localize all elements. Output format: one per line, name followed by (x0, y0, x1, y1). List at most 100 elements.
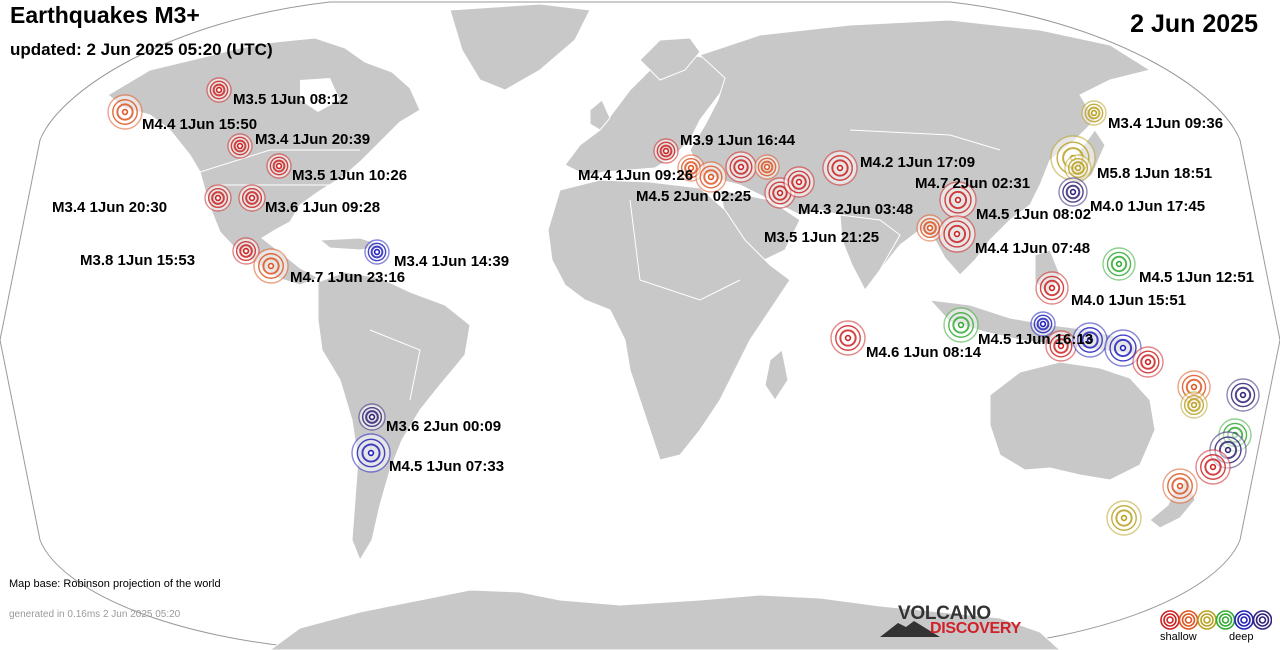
quake-marker[interactable] (266, 153, 292, 179)
quake-marker[interactable] (830, 320, 866, 356)
quake-label[interactable]: M3.9 1Jun 16:44 (680, 132, 796, 149)
quake-marker[interactable] (695, 161, 727, 193)
quake-marker[interactable] (1104, 329, 1142, 367)
quake-marker[interactable] (1072, 322, 1108, 358)
quake-label[interactable]: M4.7 2Jun 02:31 (915, 175, 1030, 192)
quake-label[interactable]: M3.5 1Jun 21:25 (764, 229, 879, 246)
quake-label[interactable]: M3.8 1Jun 15:53 (80, 252, 195, 269)
quake-epicenter (954, 196, 962, 204)
quake-marker[interactable] (1064, 154, 1092, 182)
legend-ring (1163, 613, 1177, 627)
quake-marker[interactable] (232, 237, 260, 265)
quake-label[interactable]: M3.4 1Jun 14:39 (394, 253, 509, 270)
quake-label[interactable]: M3.6 2Jun 00:09 (386, 418, 501, 435)
quake-ring (269, 156, 289, 176)
quake-marker[interactable] (1081, 100, 1107, 126)
quake-marker[interactable] (253, 248, 289, 284)
quake-label[interactable]: M4.4 1Jun 15:50 (142, 116, 257, 133)
quake-marker[interactable] (822, 150, 858, 186)
quake-marker[interactable] (754, 154, 780, 180)
quake-label[interactable]: M3.5 1Jun 10:26 (292, 167, 407, 184)
border-line (369, 329, 421, 401)
quake-marker[interactable] (227, 133, 253, 159)
quake-marker[interactable] (653, 138, 679, 164)
quake-ring (791, 174, 807, 190)
quake-ring (943, 220, 971, 248)
quake-label[interactable]: M5.8 1Jun 18:51 (1097, 165, 1212, 182)
quake-label[interactable]: M4.0 1Jun 15:51 (1071, 292, 1186, 309)
quake-marker[interactable] (364, 239, 390, 265)
quake-marker[interactable] (1106, 500, 1142, 536)
quake-ring (233, 139, 247, 153)
quake-ring (1053, 338, 1069, 354)
quake-marker[interactable] (1180, 391, 1208, 419)
depth-legend (1160, 610, 1272, 630)
quake-marker[interactable] (783, 166, 815, 198)
quake-label[interactable]: M4.5 1Jun 08:02 (976, 206, 1091, 223)
quake-marker[interactable] (1195, 449, 1231, 485)
quake-ring (367, 242, 387, 262)
quake-marker[interactable] (107, 94, 143, 130)
legend-ring (1255, 613, 1270, 627)
quake-label[interactable]: M4.3 2Jun 03:48 (798, 201, 913, 218)
quake-epicenter (236, 142, 244, 150)
quake-marker[interactable] (1030, 311, 1056, 337)
quake-marker[interactable] (725, 151, 757, 183)
quake-marker[interactable] (1132, 346, 1164, 378)
quake-marker[interactable] (1162, 468, 1198, 504)
quake-marker[interactable] (1226, 378, 1260, 412)
quake-marker[interactable] (351, 433, 391, 473)
quake-ring (699, 165, 723, 189)
quake-ring (230, 136, 250, 156)
quake-ring (944, 186, 972, 214)
quake-marker[interactable] (1058, 177, 1088, 207)
quake-marker[interactable] (1102, 247, 1136, 281)
quake-epicenter (267, 262, 275, 270)
quake-marker[interactable] (938, 215, 976, 253)
quake-label[interactable]: M3.5 1Jun 08:12 (233, 91, 348, 108)
quake-label[interactable]: M4.5 2Jun 02:25 (636, 188, 751, 205)
quake-ring (787, 170, 811, 194)
quake-label[interactable]: M4.6 1Jun 08:14 (866, 344, 982, 361)
quake-epicenter (1144, 358, 1152, 366)
land-scandinavia (639, 37, 701, 81)
quake-label[interactable]: M4.7 1Jun 23:16 (290, 269, 405, 286)
quake-marker[interactable] (943, 307, 979, 343)
land-uk (589, 99, 611, 131)
quake-ring (948, 312, 974, 338)
quake-label[interactable]: M4.5 1Jun 12:51 (1139, 269, 1254, 286)
quake-epicenter (1190, 383, 1198, 391)
quake-ring (1087, 106, 1101, 120)
quake-marker[interactable] (204, 184, 232, 212)
quake-label[interactable]: M3.6 1Jun 09:28 (265, 199, 380, 216)
legend-ring (1258, 616, 1267, 624)
quake-epicenter (737, 163, 745, 171)
quake-label[interactable]: M3.4 1Jun 20:39 (255, 131, 370, 148)
quake-ring (839, 329, 857, 347)
quake-label[interactable]: M4.4 1Jun 07:48 (975, 240, 1090, 257)
quake-ring (1111, 505, 1137, 531)
quake-label[interactable]: M4.0 1Jun 17:45 (1090, 198, 1205, 215)
quake-label[interactable]: M4.4 1Jun 09:26 (578, 167, 693, 184)
quake-label[interactable]: M4.5 1Jun 07:33 (389, 458, 504, 475)
quake-marker[interactable] (238, 184, 266, 212)
page-title: Earthquakes M3+ (10, 2, 200, 28)
border-line (199, 149, 360, 173)
quake-marker[interactable] (206, 77, 232, 103)
quake-label[interactable]: M3.4 1Jun 09:36 (1108, 115, 1223, 132)
quake-epicenter (1224, 446, 1232, 454)
border-line (629, 199, 741, 301)
quake-marker[interactable] (358, 403, 386, 431)
quake-marker[interactable] (1045, 330, 1077, 362)
quake-label[interactable]: M3.4 1Jun 20:30 (52, 199, 167, 216)
quake-label[interactable]: M4.2 1Jun 17:09 (860, 154, 975, 171)
quake-marker[interactable] (939, 181, 977, 219)
quake-marker[interactable] (1035, 271, 1069, 305)
quake-ring (1065, 184, 1081, 200)
quake-label[interactable]: M4.5 1Jun 16:13 (978, 331, 1093, 348)
quake-ring (241, 187, 263, 209)
quake-epicenter (662, 147, 670, 155)
quake-ring (370, 245, 384, 259)
volcano-discovery-logo[interactable]: VOLCANO DISCOVERY (880, 603, 1040, 643)
